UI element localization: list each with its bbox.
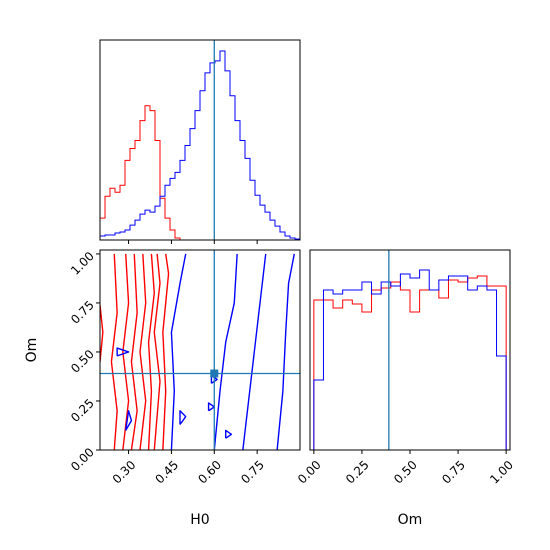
om-histogram-series-0 <box>313 275 507 450</box>
y-axis-label-om: Om <box>24 338 40 363</box>
contour-ytick-label-4: 1.00 <box>68 249 97 278</box>
om-xtick-label-1: 0.25 <box>343 458 372 487</box>
contour-line-s1-2 <box>242 253 267 450</box>
h0-histogram-series-0 <box>100 105 181 240</box>
contour-xtick-label-3: 0.75 <box>238 458 267 487</box>
om-xtick-label-0: 0.00 <box>295 458 324 487</box>
contour-line-s1-0 <box>170 253 187 450</box>
om-xtick-label-2: 0.50 <box>391 458 420 487</box>
truth-marker <box>210 369 219 378</box>
om-xtick-label-4: 1.00 <box>487 458 516 487</box>
contour-ytick-label-0: 0.00 <box>68 445 97 474</box>
contour-ytick-label-3: 0.75 <box>68 298 97 327</box>
bottom-right-histogram-panel: 0.00 0.25 0.50 0.75 1.00 <box>295 249 516 487</box>
contour-xtick-label-2: 0.60 <box>195 458 224 487</box>
contour-line-s1-8 <box>179 410 187 425</box>
contour-line-s1-4 <box>125 410 133 431</box>
contour-line-s1-5 <box>116 347 130 357</box>
contour-line-s1-6 <box>207 402 215 412</box>
contour-line-s0-0 <box>100 304 104 362</box>
om-xtick-label-3: 0.75 <box>439 458 468 487</box>
contour-line-s0-6 <box>153 253 161 450</box>
contour-line-s0-4 <box>139 253 147 450</box>
contour-line-s1-3 <box>276 253 295 450</box>
x-axis-label-om: Om <box>398 512 423 528</box>
contour-xtick-label-1: 0.45 <box>153 458 182 487</box>
h0-histogram-frame <box>99 39 301 241</box>
contour-line-s0-5 <box>147 253 155 450</box>
contour-line-s1-1 <box>213 253 238 450</box>
om-histogram-frame <box>309 249 511 451</box>
contour-xtick-label-0: 0.30 <box>110 458 139 487</box>
contour-ytick-label-1: 0.25 <box>68 396 97 425</box>
x-axis-label-h0: H0 <box>190 512 209 528</box>
contour-ytick-label-2: 0.50 <box>68 347 97 376</box>
h0-histogram-series-1 <box>100 50 300 240</box>
om-histogram-series-1 <box>313 269 507 450</box>
contour-line-s0-3 <box>130 253 138 450</box>
contour-line-s1-9 <box>225 429 233 439</box>
contour-frame <box>99 249 301 451</box>
contour-line-s0-7 <box>162 253 170 450</box>
contour-line-s0-1 <box>110 253 118 450</box>
top-left-histogram-panel <box>99 39 301 244</box>
bottom-left-contour-panel: 0.30 0.45 0.60 0.75 0.00 0.25 0.50 0.75 1.00 <box>68 249 301 487</box>
contour-line-s0-2 <box>122 253 130 450</box>
